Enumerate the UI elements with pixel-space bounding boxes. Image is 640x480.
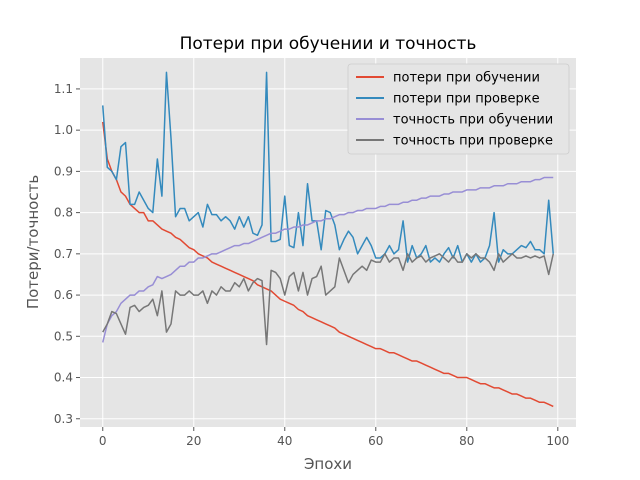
y-axis: 0.3 0.4 0.5 0.6 0.7 0.8 0.9 1.0 1.1 [54,82,80,426]
series-line-3 [102,253,554,346]
y-tick-label: 0.6 [54,288,73,302]
legend-box [347,63,570,155]
grid [80,58,576,427]
x-axis-label: Эпохи [304,455,352,473]
x-tick-label: 60 [368,434,383,448]
legend-label-2: точность при обучении [393,113,553,128]
x-tick-label: 0 [99,434,107,448]
series-lines [102,71,554,408]
y-tick-label: 0.8 [54,206,73,220]
x-tick-label: 80 [459,434,474,448]
chart-title: Потери при обучении и точность [180,34,477,54]
series-line-0 [102,121,554,408]
series-line-1 [102,71,554,263]
x-tick-label: 100 [546,434,569,448]
y-tick-label: 0.3 [54,412,73,426]
y-tick-label: 1.0 [54,123,73,137]
x-axis: 0 20 40 60 80 100 [99,427,569,448]
series-line-2 [102,176,554,343]
y-tick-label: 0.4 [54,371,73,385]
y-tick-label: 0.7 [54,247,73,261]
legend-label-0: потери при обучении [393,71,540,86]
legend-label-1: потери при проверке [393,92,540,107]
x-tick-label: 40 [277,434,292,448]
legend-label-3: точность при проверке [393,134,553,149]
y-tick-label: 0.5 [54,329,73,343]
x-tick-label: 20 [186,434,201,448]
y-axis-label: Потери/точность [24,175,42,309]
legend: потери при обучении потери при проверке то… [347,63,570,155]
y-tick-label: 0.9 [54,164,73,178]
y-tick-label: 1.1 [54,82,73,96]
